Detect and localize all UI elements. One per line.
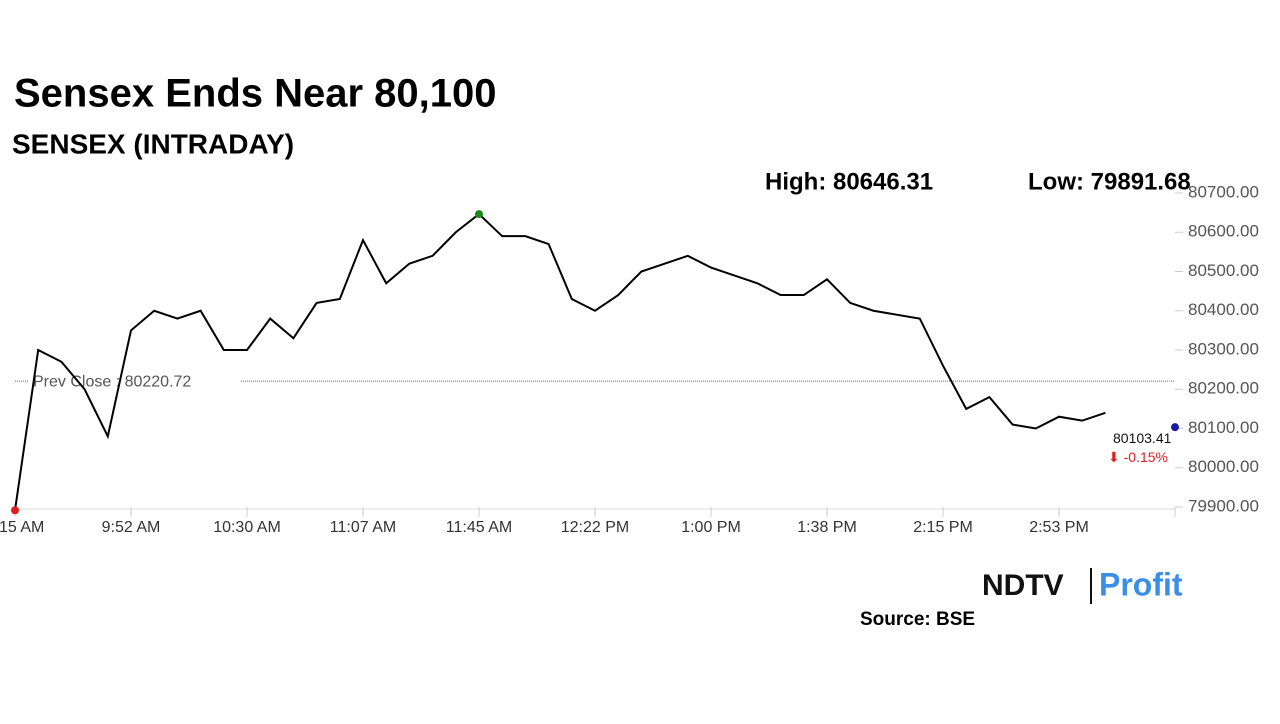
low-label: Low: 79891.68: [1028, 168, 1191, 195]
prev-close-bg: [28, 369, 241, 394]
x-tick-label: 1:00 PM: [681, 519, 741, 536]
x-tick-label: 11:07 AM: [330, 519, 396, 536]
x-tick-label: 10:30 AM: [213, 519, 281, 536]
page-title: Sensex Ends Near 80,100: [14, 72, 497, 116]
change-label: ⬇ -0.15%: [1108, 449, 1168, 465]
low-marker: [11, 506, 19, 515]
price-line: [14, 212, 1106, 511]
close-label: 80103.41: [1113, 430, 1172, 446]
x-tick-label: 1:38 PM: [797, 519, 857, 536]
y-tick-label: 80400.00: [1188, 300, 1259, 319]
y-tick-label: 80200.00: [1188, 379, 1259, 398]
close-marker: [1171, 423, 1179, 432]
x-tick-label: 9:52 AM: [102, 519, 161, 536]
y-tick-label: 80000.00: [1188, 457, 1259, 476]
x-tick-label: 11:45 AM: [446, 519, 512, 536]
chart-title: SENSEX (INTRADAY): [12, 128, 294, 159]
source: Source: BSE: [860, 609, 975, 630]
y-tick-label: 80700.00: [1188, 182, 1259, 201]
y-tick-label: 80600.00: [1188, 222, 1259, 241]
y-tick-label: 80500.00: [1188, 261, 1259, 280]
logo-left: NDTV: [982, 569, 1064, 602]
x-tick-label: 9:15 AM: [0, 519, 44, 536]
prev-close-label: Prev Close : 80220.72: [33, 373, 191, 390]
high-label: High: 80646.31: [765, 168, 933, 195]
x-tick-label: 2:15 PM: [913, 519, 973, 536]
high-marker: [475, 210, 483, 219]
x-tick-label: 2:53 PM: [1029, 519, 1089, 536]
y-tick-label: 80300.00: [1188, 339, 1259, 358]
logo-right: Profit: [1099, 566, 1183, 602]
y-tick-label: 80100.00: [1188, 418, 1259, 437]
x-tick-label: 12:22 PM: [561, 519, 629, 536]
y-tick-label: 79900.00: [1188, 496, 1259, 515]
